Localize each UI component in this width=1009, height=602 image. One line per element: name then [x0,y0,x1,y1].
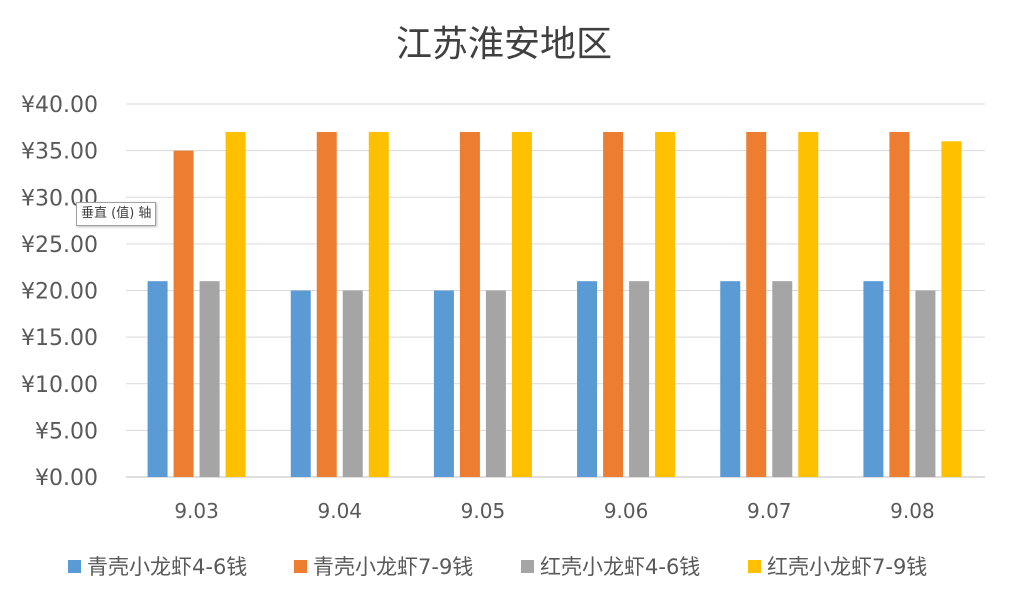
y-tick-label: ¥0.00 [35,466,98,491]
chart-title: 江苏淮安地区 [396,24,612,65]
bar [485,290,506,477]
bar [459,131,480,477]
bar [577,281,598,477]
x-tick-label: 9.08 [890,499,935,523]
legend-label: 红壳小龙虾4-6钱 [540,555,700,579]
bar [746,131,767,477]
legend-swatch [68,560,81,573]
gridlines [126,103,985,478]
legend-label: 青壳小龙虾7-9钱 [313,555,473,579]
y-tick-label: ¥40.00 [21,93,98,118]
y-tick-label: ¥15.00 [21,326,98,351]
bar [316,131,337,477]
bar [603,131,624,477]
legend-swatch [521,560,534,573]
legend-swatch [294,560,307,573]
legend-label: 红壳小龙虾7-9钱 [767,555,927,579]
y-tick-label: ¥25.00 [21,233,98,258]
bars [147,131,962,478]
y-tick-label: ¥5.00 [35,419,98,444]
bar [368,131,389,477]
bar [772,281,793,477]
legend-label: 青壳小龙虾4-6钱 [87,555,247,579]
bar [342,290,363,477]
y-tick-label: ¥10.00 [21,373,98,398]
bar [720,281,741,477]
bar [629,281,650,477]
x-tick-label: 9.03 [174,499,219,523]
x-tick-label: 9.05 [461,499,506,523]
bar [655,131,676,477]
y-tick-label: ¥35.00 [21,140,98,165]
bar [290,290,311,477]
y-axis[interactable]: ¥0.00¥5.00¥10.00¥15.00¥20.00¥25.00¥30.00… [21,93,98,491]
bar [889,131,910,477]
bar [173,150,194,477]
axis-tooltip: 垂直 (值) 轴 [76,202,157,226]
legend: 青壳小龙虾4-6钱 青壳小龙虾7-9钱 红壳小龙虾4-6钱 红壳小龙虾7-9钱 [68,555,927,579]
bar [511,131,532,477]
x-tick-label: 9.04 [317,499,362,523]
bar [147,281,168,477]
bar [941,141,962,478]
bar [199,281,220,477]
bar [863,281,884,477]
bar [225,131,246,477]
x-axis: 9.03 9.04 9.05 9.06 9.07 9.08 [174,499,934,523]
x-tick-label: 9.07 [747,499,792,523]
bar [915,290,936,477]
bar [798,131,819,477]
legend-swatch [748,560,761,573]
x-tick-label: 9.06 [604,499,649,523]
y-tick-label: ¥20.00 [21,280,98,305]
bar [433,290,454,477]
